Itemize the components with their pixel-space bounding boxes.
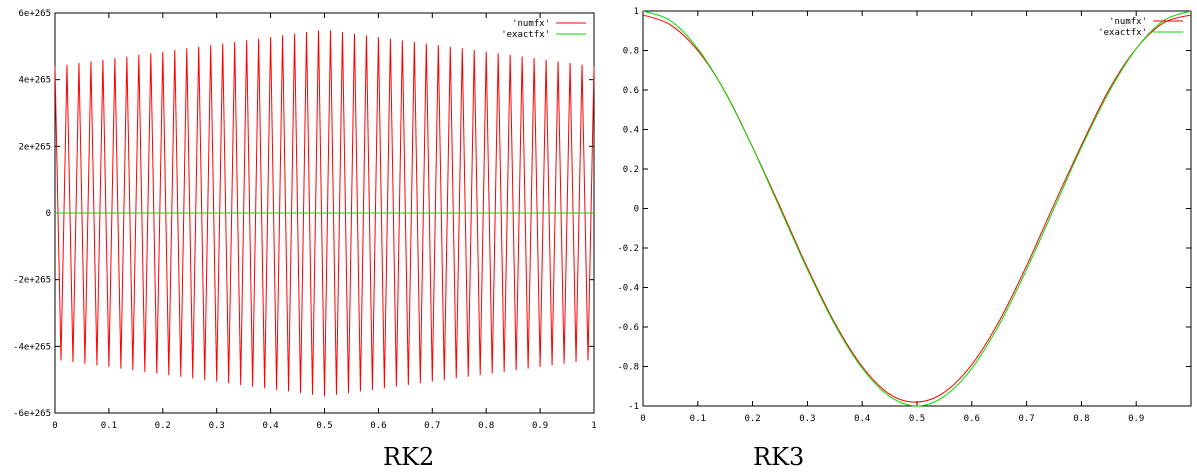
rk3-y-tick-label: -1 [628,402,639,412]
rk3-x-tick-label: 0.5 [909,414,925,424]
rk2-legend-label: 'exactfx' [501,30,550,40]
rk2-x-tick-label: 0.4 [262,421,278,431]
rk3-y-tick-label: -0.8 [617,363,639,373]
rk3-x-tick-label: 0.8 [1073,414,1089,424]
rk2-x-tick-label: 0.2 [155,421,171,431]
rk2-x-tick-label: 0 [52,421,57,431]
rk3-legend-label: 'numfx' [1109,17,1147,27]
rk2-legend-label: 'numfx' [512,19,550,29]
rk2-x-tick-label: 0.7 [424,421,440,431]
rk2-x-tick-label: 0.6 [370,421,386,431]
rk2-y-tick-label: -4e+265 [13,342,51,352]
rk3-series-0-line [642,14,1192,403]
rk2-x-tick-label: 0.5 [316,421,332,431]
rk3-y-tick-label: 1 [634,7,639,17]
rk2-y-tick-label: -6e+265 [13,409,51,419]
rk2-y-tick-label: 4e+265 [18,76,51,86]
rk2-x-tick-label: 1 [591,421,596,431]
rk3-x-tick-label: 0.6 [964,414,980,424]
rk2-x-tick-label: 0.3 [209,421,225,431]
rk3-x-tick-label: 0 [640,414,645,424]
rk2-series-0-line [54,30,595,397]
rk3-legend-label: 'exactfx' [1098,28,1147,38]
rk3-x-tick-label: 0.7 [1018,414,1034,424]
rk2-x-tick-label: 0.1 [101,421,117,431]
rk3-plot: -1 -0.8 -0.6 -0.4 -0.2 0 0.2 0.4 0.6 0.8 1 0 0.1 0.2 0… [617,7,1192,424]
rk3-y-tick-label: -0.6 [617,323,639,333]
rk3-x-tick-label: 0.9 [1128,414,1144,424]
rk2-chart: -6e+265 -4e+265 -2e+265 0 2e+265 4e+265 6e+265… [0,0,600,440]
rk3-x-tick-label: 0.4 [854,414,870,424]
rk3-y-tick-label: 0.8 [623,47,639,57]
rk3-y-tick-label: 0.4 [623,126,639,136]
rk3-y-tick-label: 0.2 [623,165,639,175]
rk2-y-tick-label: 6e+265 [18,9,51,19]
rk2-plot: -6e+265 -4e+265 -2e+265 0 2e+265 4e+265 6e+265… [13,9,597,431]
rk3-y-tick-label: 0 [634,205,639,215]
rk3-y-tick-label: -0.2 [617,244,639,254]
rk2-y-tick-label: -2e+265 [13,276,51,286]
rk2-y-tick-label: 2e+265 [18,142,51,152]
rk3-x-tick-label: 0.1 [690,414,706,424]
rk3-y-tick-label: -0.4 [617,284,639,294]
rk3-y-tick-label: 0.6 [623,86,639,96]
rk3-x-tick-label: 0.2 [744,414,760,424]
rk2-caption: RK2 [383,443,435,471]
rk3-caption: RK3 [753,443,805,471]
rk2-x-tick-label: 0.8 [478,421,494,431]
rk2-x-tick-label: 0.9 [532,421,548,431]
rk2-y-tick-label: 0 [46,209,51,219]
rk3-plot-frame [642,10,1192,407]
rk3-x-tick-label: 0.3 [799,414,815,424]
rk3-series-1-line [642,10,1192,407]
rk3-chart: -1 -0.8 -0.6 -0.4 -0.2 0 0.2 0.4 0.6 0.8 1 0 0.1 0.2 0… [600,0,1197,440]
